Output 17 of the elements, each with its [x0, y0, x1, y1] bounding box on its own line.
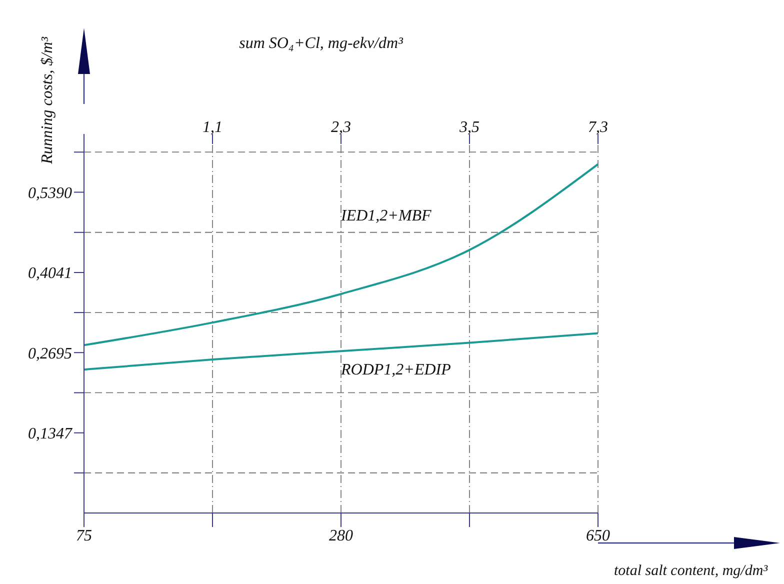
text: 1,1: [202, 119, 222, 136]
x-tick-label: 75: [76, 527, 92, 544]
x-tick-label: 650: [586, 527, 610, 544]
y-tick-label: 0,4041: [28, 265, 72, 282]
y-tick-label: 0,1347: [28, 426, 73, 443]
y-tick-label: 0,2695: [28, 345, 72, 362]
x-tick-label: 280: [329, 527, 353, 544]
y-axis-title: Running costs, $/m³: [39, 36, 56, 165]
x2-axis-title: sum SO₄+Cl, mg-ekv/dm³: [239, 35, 404, 52]
text: 3,5: [458, 119, 480, 136]
x-axis-title: total salt content, mg/dm³: [614, 563, 768, 579]
text: 7,3: [588, 119, 608, 136]
line-series: [84, 163, 598, 346]
y-tick-label: 0,5390: [28, 184, 72, 202]
text: 2,3: [331, 119, 351, 136]
text: IED1,2+MBF: [340, 207, 432, 224]
series-label: RODP1,2+EDIP: [340, 361, 452, 378]
